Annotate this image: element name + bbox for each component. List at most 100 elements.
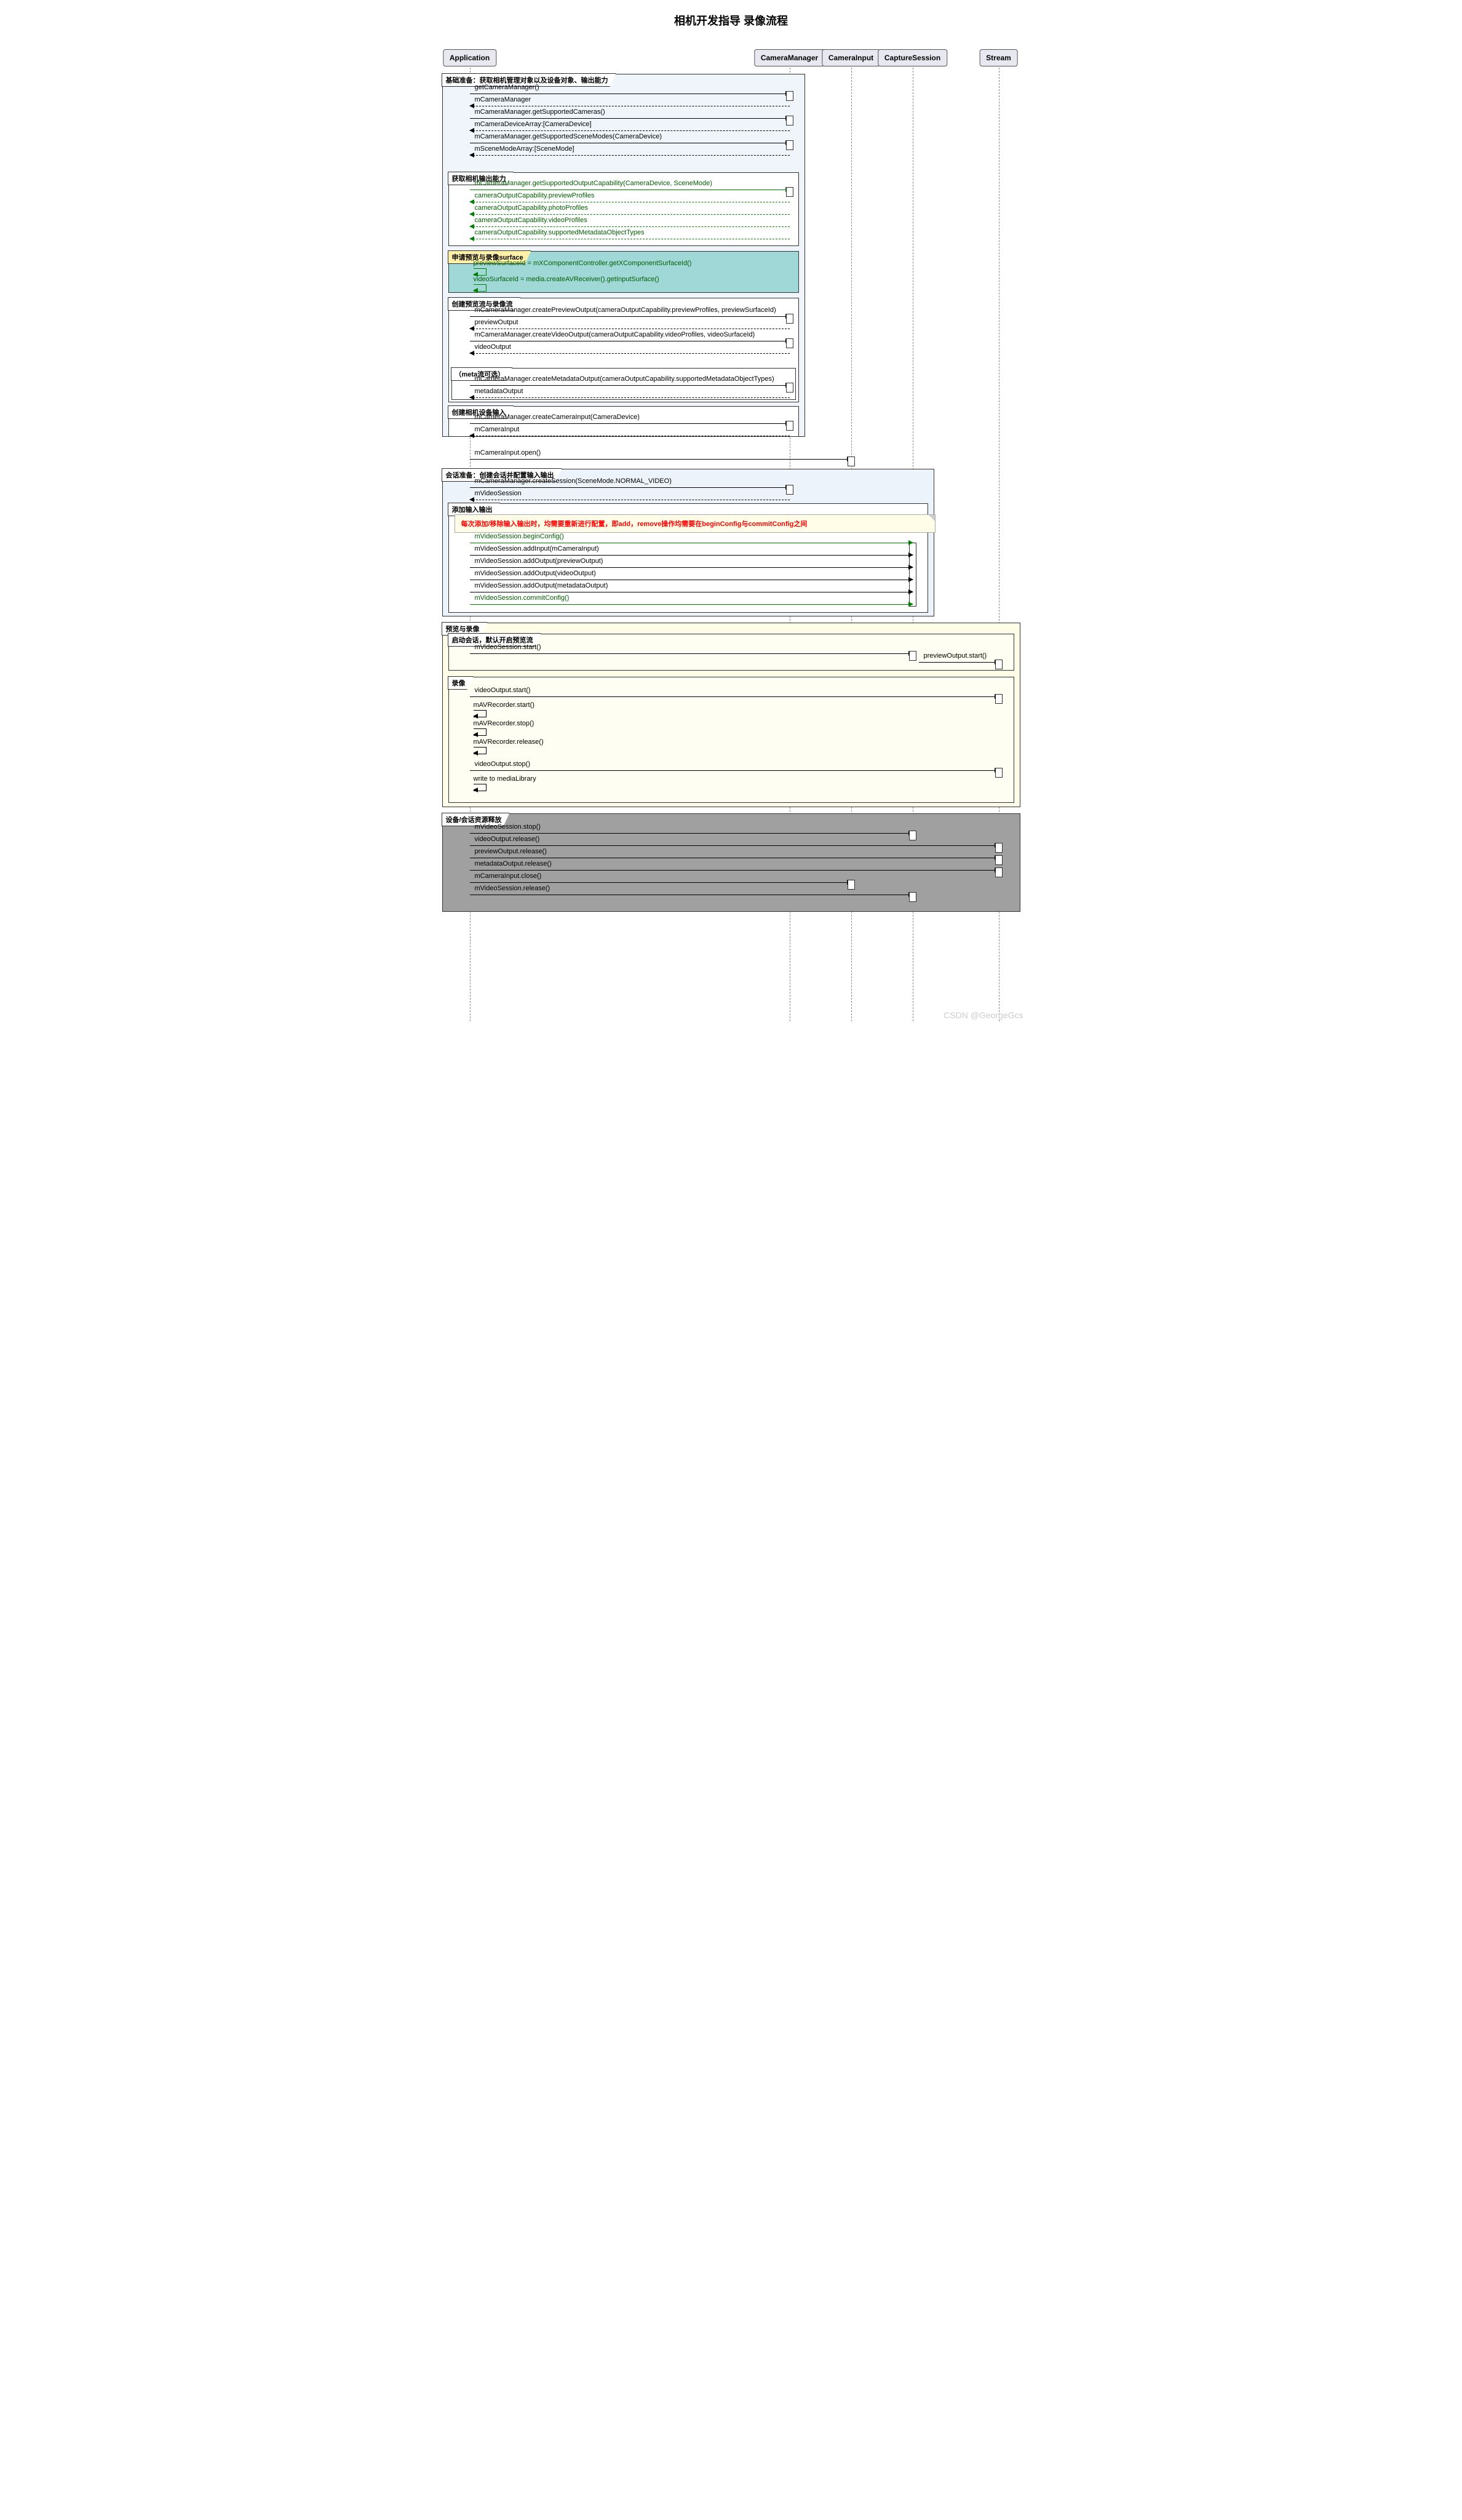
message-label-11: mCameraManager.createPreviewOutput(camer…: [475, 306, 776, 314]
message-label-31: videoOutput.stop(): [475, 760, 531, 768]
message-label-9: cameraOutputCapability.videoProfiles: [475, 217, 587, 224]
message-19: mCameraInput.open(): [470, 450, 851, 460]
message-label-5: mSceneModeArray:[SceneMode]: [475, 145, 574, 153]
activation-19: [848, 457, 855, 466]
message-31: videoOutput.stop(): [470, 762, 999, 772]
self-message-label-2: mAVRecorder.start(): [474, 701, 534, 709]
message-label-13: mCameraManager.createVideoOutput(cameraO…: [475, 331, 755, 338]
message-11: mCameraManager.createPreviewOutput(camer…: [470, 308, 790, 317]
activation-29: [995, 660, 1003, 669]
message-2: mCameraManager.getSupportedCameras(): [470, 110, 790, 119]
message-8: cameraOutputCapability.photoProfiles: [470, 205, 790, 215]
message-label-22: mVideoSession.beginConfig(): [475, 533, 564, 540]
message-label-26: mVideoSession.addOutput(metadataOutput): [475, 582, 608, 589]
self-message-label-3: mAVRecorder.stop(): [474, 720, 534, 727]
message-25: mVideoSession.addOutput(videoOutput): [470, 571, 913, 581]
self-message-label-0: previewSurfaceId = mXComponentController…: [474, 260, 692, 267]
message-27: mVideoSession.commitConfig(): [470, 596, 913, 605]
message-24: mVideoSession.addOutput(previewOutput): [470, 559, 913, 568]
activation-37: [909, 892, 916, 902]
message-30: videoOutput.start(): [470, 688, 999, 698]
message-label-35: metadataOutput.release(): [475, 860, 552, 867]
self-message-5: write to mediaLibrary: [474, 775, 536, 783]
message-label-36: mCameraInput.close(): [475, 872, 542, 880]
message-0: getCameraManager(): [470, 85, 790, 95]
message-21: mVideoSession: [470, 491, 790, 501]
message-label-27: mVideoSession.commitConfig(): [475, 594, 570, 602]
message-22: mVideoSession.beginConfig(): [470, 534, 913, 544]
message-label-34: previewOutput.release(): [475, 848, 547, 855]
message-label-32: mVideoSession.stop(): [475, 823, 541, 831]
message-12: previewOutput: [470, 320, 790, 330]
self-message-label-4: mAVRecorder.release(): [474, 738, 544, 746]
message-7: cameraOutputCapability.previewProfiles: [470, 193, 790, 203]
message-16: metadataOutput: [470, 389, 790, 399]
message-10: cameraOutputCapability.supportedMetadata…: [470, 230, 790, 240]
message-37: mVideoSession.release(): [470, 886, 913, 896]
lifeline-head-application: Application: [443, 49, 496, 66]
message-17: mCameraManager.createCameraInput(CameraD…: [470, 415, 790, 425]
self-message-label-5: write to mediaLibrary: [474, 775, 536, 783]
message-label-25: mVideoSession.addOutput(videoOutput): [475, 570, 596, 577]
message-18: mCameraInput: [470, 427, 790, 437]
message-label-30: videoOutput.start(): [475, 687, 531, 694]
message-label-4: mCameraManager.getSupportedSceneModes(Ca…: [475, 133, 662, 140]
message-label-37: mVideoSession.release(): [475, 885, 550, 892]
message-36: mCameraInput.close(): [470, 874, 851, 883]
activation-30: [995, 694, 1003, 704]
message-3: mCameraDeviceArray:[CameraDevice]: [470, 122, 790, 132]
message-34: previewOutput.release(): [470, 849, 999, 859]
activation-28: [909, 651, 916, 661]
frame-f1b: 申请预览与录像surface: [448, 251, 799, 293]
message-26: mVideoSession.addOutput(metadataOutput): [470, 583, 913, 593]
message-label-10: cameraOutputCapability.supportedMetadata…: [475, 229, 645, 236]
self-message-1: videoSurfaceId = media.createAVReceiver(…: [474, 276, 659, 283]
message-label-21: mVideoSession: [475, 490, 522, 497]
message-label-19: mCameraInput.open(): [475, 449, 541, 457]
lifeline-head-captureSession: CaptureSession: [878, 49, 947, 66]
message-label-17: mCameraManager.createCameraInput(CameraD…: [475, 413, 640, 421]
message-15: mCameraManager.createMetadataOutput(came…: [470, 377, 790, 386]
self-message-2: mAVRecorder.start(): [474, 701, 534, 709]
message-label-23: mVideoSession.addInput(mCameraInput): [475, 545, 599, 552]
message-label-12: previewOutput: [475, 319, 518, 326]
activation-31: [995, 768, 1003, 778]
message-9: cameraOutputCapability.videoProfiles: [470, 218, 790, 228]
message-label-20: mCameraManager.createSession(SceneMode.N…: [475, 477, 672, 485]
message-28: mVideoSession.start(): [470, 645, 913, 655]
lifeline-head-stream: Stream: [979, 49, 1018, 66]
message-label-18: mCameraInput: [475, 426, 520, 433]
message-label-2: mCameraManager.getSupportedCameras(): [475, 108, 605, 116]
message-label-3: mCameraDeviceArray:[CameraDevice]: [475, 121, 592, 128]
message-label-28: mVideoSession.start(): [475, 644, 541, 651]
self-message-3: mAVRecorder.stop(): [474, 720, 534, 727]
self-message-0: previewSurfaceId = mXComponentController…: [474, 260, 692, 267]
message-35: metadataOutput.release(): [470, 861, 999, 871]
message-label-14: videoOutput: [475, 343, 511, 351]
lifeline-head-cameraManager: CameraManager: [754, 49, 825, 66]
diagram-title: 相机开发指导 录像流程: [433, 12, 1030, 28]
message-label-24: mVideoSession.addOutput(previewOutput): [475, 557, 603, 565]
message-label-1: mCameraManager: [475, 96, 531, 103]
config-note: 每次添加/移除输入输出时，均需要重新进行配置，即add，remove操作均需要在…: [455, 514, 936, 533]
message-6: mCameraManager.getSupportedOutputCapabil…: [470, 181, 790, 191]
self-message-4: mAVRecorder.release(): [474, 738, 544, 746]
message-29: previewOutput.start(): [919, 653, 999, 663]
message-label-33: videoOutput.release(): [475, 835, 540, 843]
activation-35: [995, 867, 1003, 877]
message-label-15: mCameraManager.createMetadataOutput(came…: [475, 375, 774, 383]
self-message-label-1: videoSurfaceId = media.createAVReceiver(…: [474, 276, 659, 283]
message-20: mCameraManager.createSession(SceneMode.N…: [470, 479, 790, 488]
message-32: mVideoSession.stop(): [470, 824, 913, 834]
message-1: mCameraManager: [470, 97, 790, 107]
message-label-0: getCameraManager(): [475, 84, 539, 91]
message-5: mSceneModeArray:[SceneMode]: [470, 146, 790, 156]
message-23: mVideoSession.addInput(mCameraInput): [470, 546, 913, 556]
message-33: videoOutput.release(): [470, 837, 999, 847]
message-14: videoOutput: [470, 345, 790, 354]
message-label-6: mCameraManager.getSupportedOutputCapabil…: [475, 180, 712, 187]
lifeline-head-cameraInput: CameraInput: [822, 49, 880, 66]
watermark: CSDN @GeorgeGcs: [944, 1010, 1023, 1020]
message-label-7: cameraOutputCapability.previewProfiles: [475, 192, 595, 199]
message-label-29: previewOutput.start(): [924, 652, 987, 660]
